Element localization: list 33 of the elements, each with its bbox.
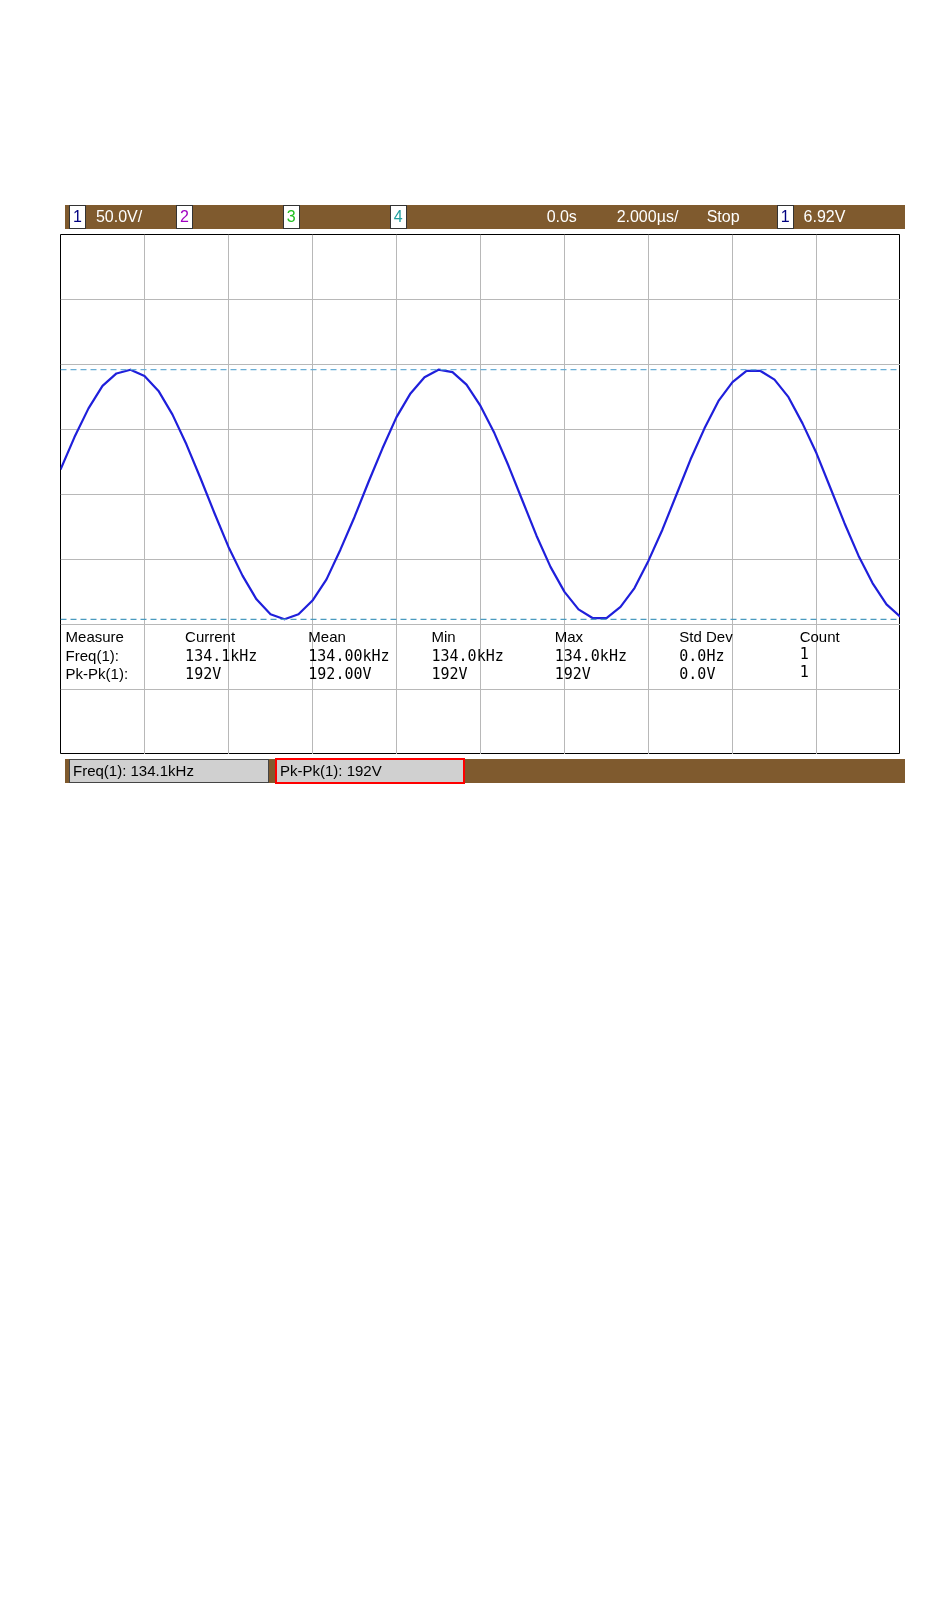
text: Min	[431, 628, 456, 646]
text: 0.0Hz	[679, 646, 725, 665]
text: 6.92V	[803, 206, 846, 227]
text: Count	[799, 628, 841, 646]
text: 134.1kHz	[185, 646, 258, 665]
text: 1	[799, 644, 809, 663]
text: 0.0s	[546, 206, 578, 227]
text: 1	[799, 663, 809, 682]
text: Freq(1): 134.1kHz	[69, 759, 269, 783]
text: Pk-Pk(1): 192V	[275, 758, 465, 784]
text: Mean	[308, 628, 346, 646]
text: 0.0V	[679, 665, 716, 684]
text: 4	[389, 204, 407, 230]
text: Pk-Pk(1):	[65, 665, 129, 683]
text: 134.00kHz	[308, 646, 390, 665]
text: 192.00V	[308, 665, 372, 684]
text: 134.0kHz	[554, 646, 627, 665]
text: 192V	[431, 665, 468, 684]
text: Freq(1):	[65, 646, 119, 664]
text: Stop	[706, 206, 741, 227]
text: Measure	[65, 628, 124, 646]
text: 192V	[554, 665, 591, 684]
text: 1	[776, 204, 794, 230]
text: 2.000µs/	[616, 206, 680, 227]
text: 2	[175, 204, 193, 230]
text: 1	[69, 204, 86, 230]
text: 50.0V/	[95, 206, 144, 227]
text: Max	[554, 628, 584, 646]
text: Std Dev	[679, 628, 734, 646]
text: 134.0kHz	[431, 646, 504, 665]
text: 3	[282, 204, 300, 230]
text: 192V	[185, 665, 222, 684]
text: Current	[185, 628, 236, 646]
